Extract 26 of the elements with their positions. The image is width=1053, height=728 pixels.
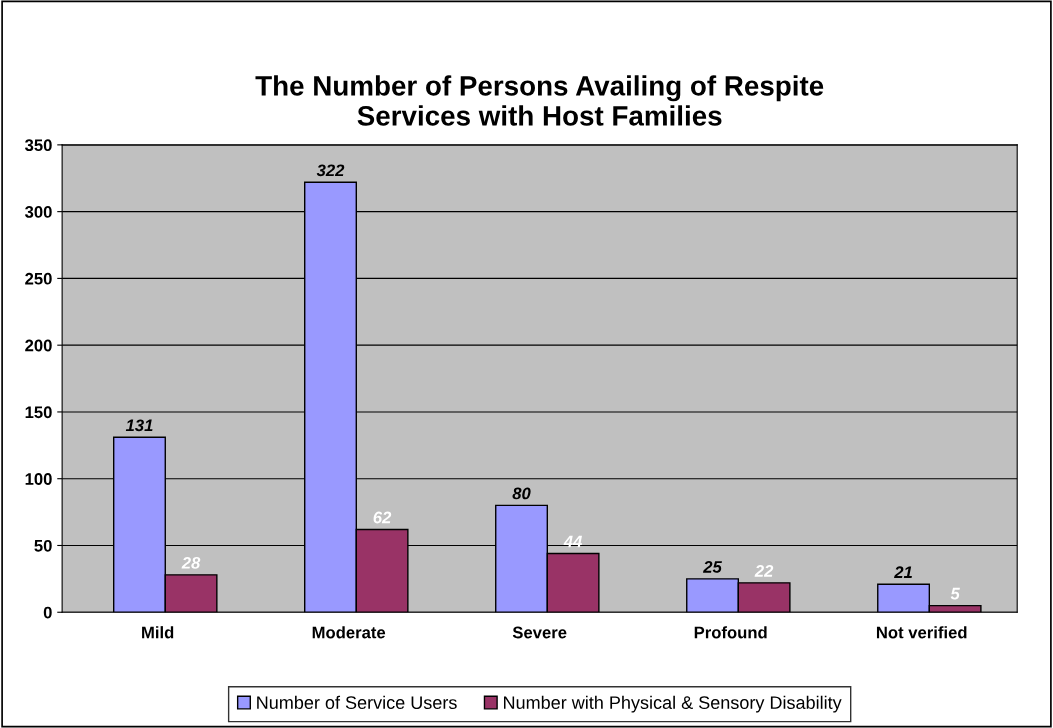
y-tick-label: 200 bbox=[25, 339, 52, 352]
y-tick-label: 300 bbox=[24, 206, 52, 218]
data-label: 44 bbox=[563, 535, 583, 548]
data-label: 28 bbox=[181, 556, 201, 569]
x-tick-label: Not verified bbox=[876, 626, 967, 639]
data-label: 5 bbox=[950, 587, 960, 600]
x-tick-label: Mild bbox=[142, 626, 174, 639]
y-tick-label: 50 bbox=[34, 539, 52, 552]
legend-label: Number with Physical & Sensory Disability bbox=[504, 695, 842, 713]
data-label: 322 bbox=[316, 164, 345, 177]
y-tick-label: 0 bbox=[43, 606, 52, 619]
data-label: 22 bbox=[754, 565, 774, 577]
x-tick-label: Profound bbox=[694, 626, 767, 639]
y-tick-label: 350 bbox=[24, 139, 52, 152]
data-label: 25 bbox=[703, 560, 722, 573]
data-label: 62 bbox=[373, 511, 392, 524]
chart-title: The Number of Persons Availing of Respite Services with Host Families bbox=[255, 75, 824, 126]
y-tick-label: 150 bbox=[25, 406, 52, 419]
legend-label: Number of Service Users bbox=[257, 695, 457, 709]
x-tick-label: Moderate bbox=[312, 626, 386, 639]
data-label: 80 bbox=[512, 487, 531, 500]
x-tick-label: Severe bbox=[512, 626, 567, 639]
y-tick-label: 250 bbox=[25, 272, 52, 285]
y-tick-label: 100 bbox=[25, 473, 52, 485]
data-label: 21 bbox=[894, 566, 912, 578]
data-label: 131 bbox=[125, 419, 153, 432]
